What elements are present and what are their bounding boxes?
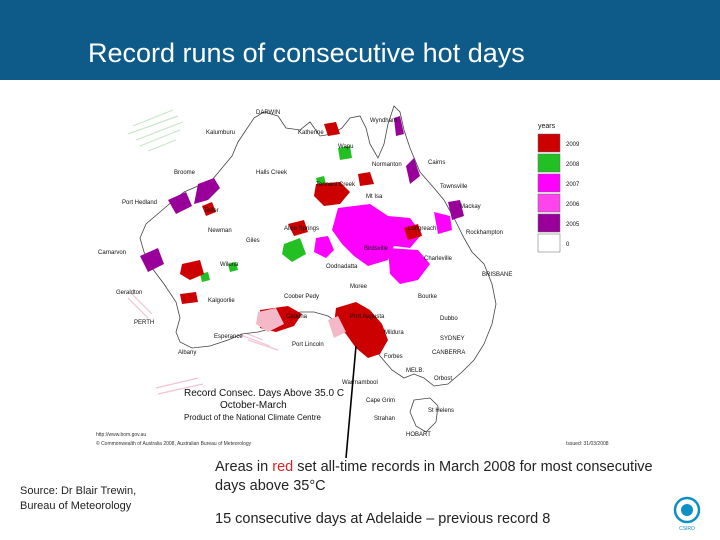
place-label: Warrnambool: [342, 380, 378, 386]
annotation-prefix: Areas in: [215, 459, 273, 475]
place-label: Oodnadatta: [326, 264, 358, 270]
legend-label: 2009: [566, 142, 580, 148]
place-label: Townsville: [440, 184, 468, 190]
place-label: Tennant Creek: [316, 182, 356, 188]
annotation-suffix: set all-time records in March 2008 for m…: [215, 459, 653, 494]
map-ocean-marks: [127, 109, 184, 152]
annotation-highlight: red: [272, 459, 294, 475]
place-label: Forbes: [384, 354, 403, 360]
source-line-2: Bureau of Meteorology: [20, 500, 132, 512]
place-label: Orbost: [434, 376, 452, 382]
place-label: Newman: [208, 228, 232, 234]
place-label: BRISBANE: [482, 272, 512, 278]
place-label: Kalgoorlie: [208, 298, 235, 304]
place-label: Wiluna: [220, 262, 239, 268]
logo-text: CSIRO: [679, 526, 695, 532]
place-label: Halls Creek: [256, 170, 288, 176]
map-issued: Issued: 31/03/2008: [566, 441, 609, 447]
place-label: Strahan: [374, 416, 395, 422]
place-label: Port Augusta: [350, 314, 385, 320]
map-region-light-pink: [256, 308, 346, 338]
map-product: Product of the National Climate Centre: [184, 413, 322, 422]
place-label: Dubbo: [440, 316, 458, 322]
place-label: HOBART: [406, 432, 431, 438]
place-label: Esperance: [214, 334, 243, 340]
legend-label: 2007: [566, 182, 580, 188]
place-label: St Helens: [428, 408, 454, 414]
place-label: Birdsville: [364, 246, 389, 252]
legend-label: 2005: [566, 222, 580, 228]
legend-label: 2008: [566, 162, 580, 168]
map-legend: years 2009 2008 2007 2006 2005 0: [537, 123, 580, 253]
csiro-logo-icon: CSIRO: [672, 496, 702, 532]
place-label: Port Hedland: [122, 200, 157, 206]
source-credit: Source: Dr Blair Trewin, Bureau of Meteo…: [20, 484, 136, 514]
tasmania-outline: [409, 397, 439, 433]
map-place-labels: DARWIN Wyndham Kalumburu Katherine Wapu …: [98, 110, 512, 438]
place-label: Kalumburu: [206, 130, 235, 136]
place-label: Geraldton: [116, 290, 142, 296]
place-label: MELB.: [406, 368, 424, 374]
map-copyright: © Commonwealth of Australia 2008, Austra…: [96, 440, 252, 447]
map-period: October-March: [220, 400, 287, 411]
map-url: http://www.bom.gov.au: [96, 432, 146, 438]
adelaide-pointer-line: [345, 345, 357, 458]
place-label: Telfer: [204, 208, 219, 214]
map-region-2007: [314, 204, 452, 284]
place-label: SYDNEY: [440, 336, 465, 342]
map-title-block: Record Consec. Days Above 35.0 C October…: [96, 388, 609, 447]
place-label: Cairns: [428, 160, 445, 166]
legend-swatch: [537, 193, 561, 213]
australia-map: DARWIN Wyndham Kalumburu Katherine Wapu …: [88, 88, 628, 458]
place-label: Broome: [174, 170, 196, 176]
slide-header: Record runs of consecutive hot days: [0, 0, 720, 80]
slide-title: Record runs of consecutive hot days: [88, 38, 525, 68]
legend-label: 2006: [566, 202, 580, 208]
australia-map-svg: DARWIN Wyndham Kalumburu Katherine Wapu …: [96, 105, 609, 458]
map-title: Record Consec. Days Above 35.0 C: [184, 388, 344, 399]
place-label: Wyndham: [370, 118, 397, 124]
legend-label: 0: [566, 242, 570, 248]
legend-swatch: [537, 173, 561, 193]
legend-swatch: [537, 153, 561, 173]
place-label: Giles: [246, 238, 260, 244]
place-label: DARWIN: [256, 110, 280, 116]
place-label: CANBERRA: [432, 350, 465, 356]
place-label: Carnarvon: [98, 250, 126, 256]
place-label: Alice Springs: [284, 226, 319, 232]
legend-swatch: [537, 133, 561, 153]
place-label: Albany: [178, 350, 196, 356]
place-label: Wapu: [338, 144, 353, 150]
place-label: Normanton: [372, 162, 402, 168]
place-label: Mildura: [384, 330, 404, 336]
place-label: Bourke: [418, 294, 438, 300]
annotation-line-2: 15 consecutive days at Adelaide – previo…: [215, 511, 551, 527]
map-region-2005: [140, 116, 464, 272]
place-label: Port Lincoln: [292, 342, 324, 348]
legend-swatch: [537, 233, 561, 253]
place-label: Ceduna: [286, 314, 308, 320]
place-label: Mt Isa: [366, 194, 383, 200]
place-label: Longreach: [408, 226, 436, 232]
place-label: Rockhampton: [466, 230, 503, 236]
place-label: Cape Grim: [366, 398, 395, 404]
legend-swatch: [537, 213, 561, 233]
place-label: Coober Pedy: [284, 294, 319, 300]
place-label: Mackay: [460, 204, 481, 210]
annotation-text: Areas in red set all-time records in Mar…: [215, 458, 655, 529]
source-line-1: Source: Dr Blair Trewin,: [20, 485, 137, 497]
place-label: Charleville: [424, 256, 453, 262]
place-label: Moree: [350, 284, 368, 290]
place-label: PERTH: [134, 320, 154, 326]
place-label: Katherine: [298, 130, 324, 136]
annotation-line-1: Areas in red set all-time records in Mar…: [215, 458, 655, 496]
legend-header: years: [538, 123, 556, 130]
